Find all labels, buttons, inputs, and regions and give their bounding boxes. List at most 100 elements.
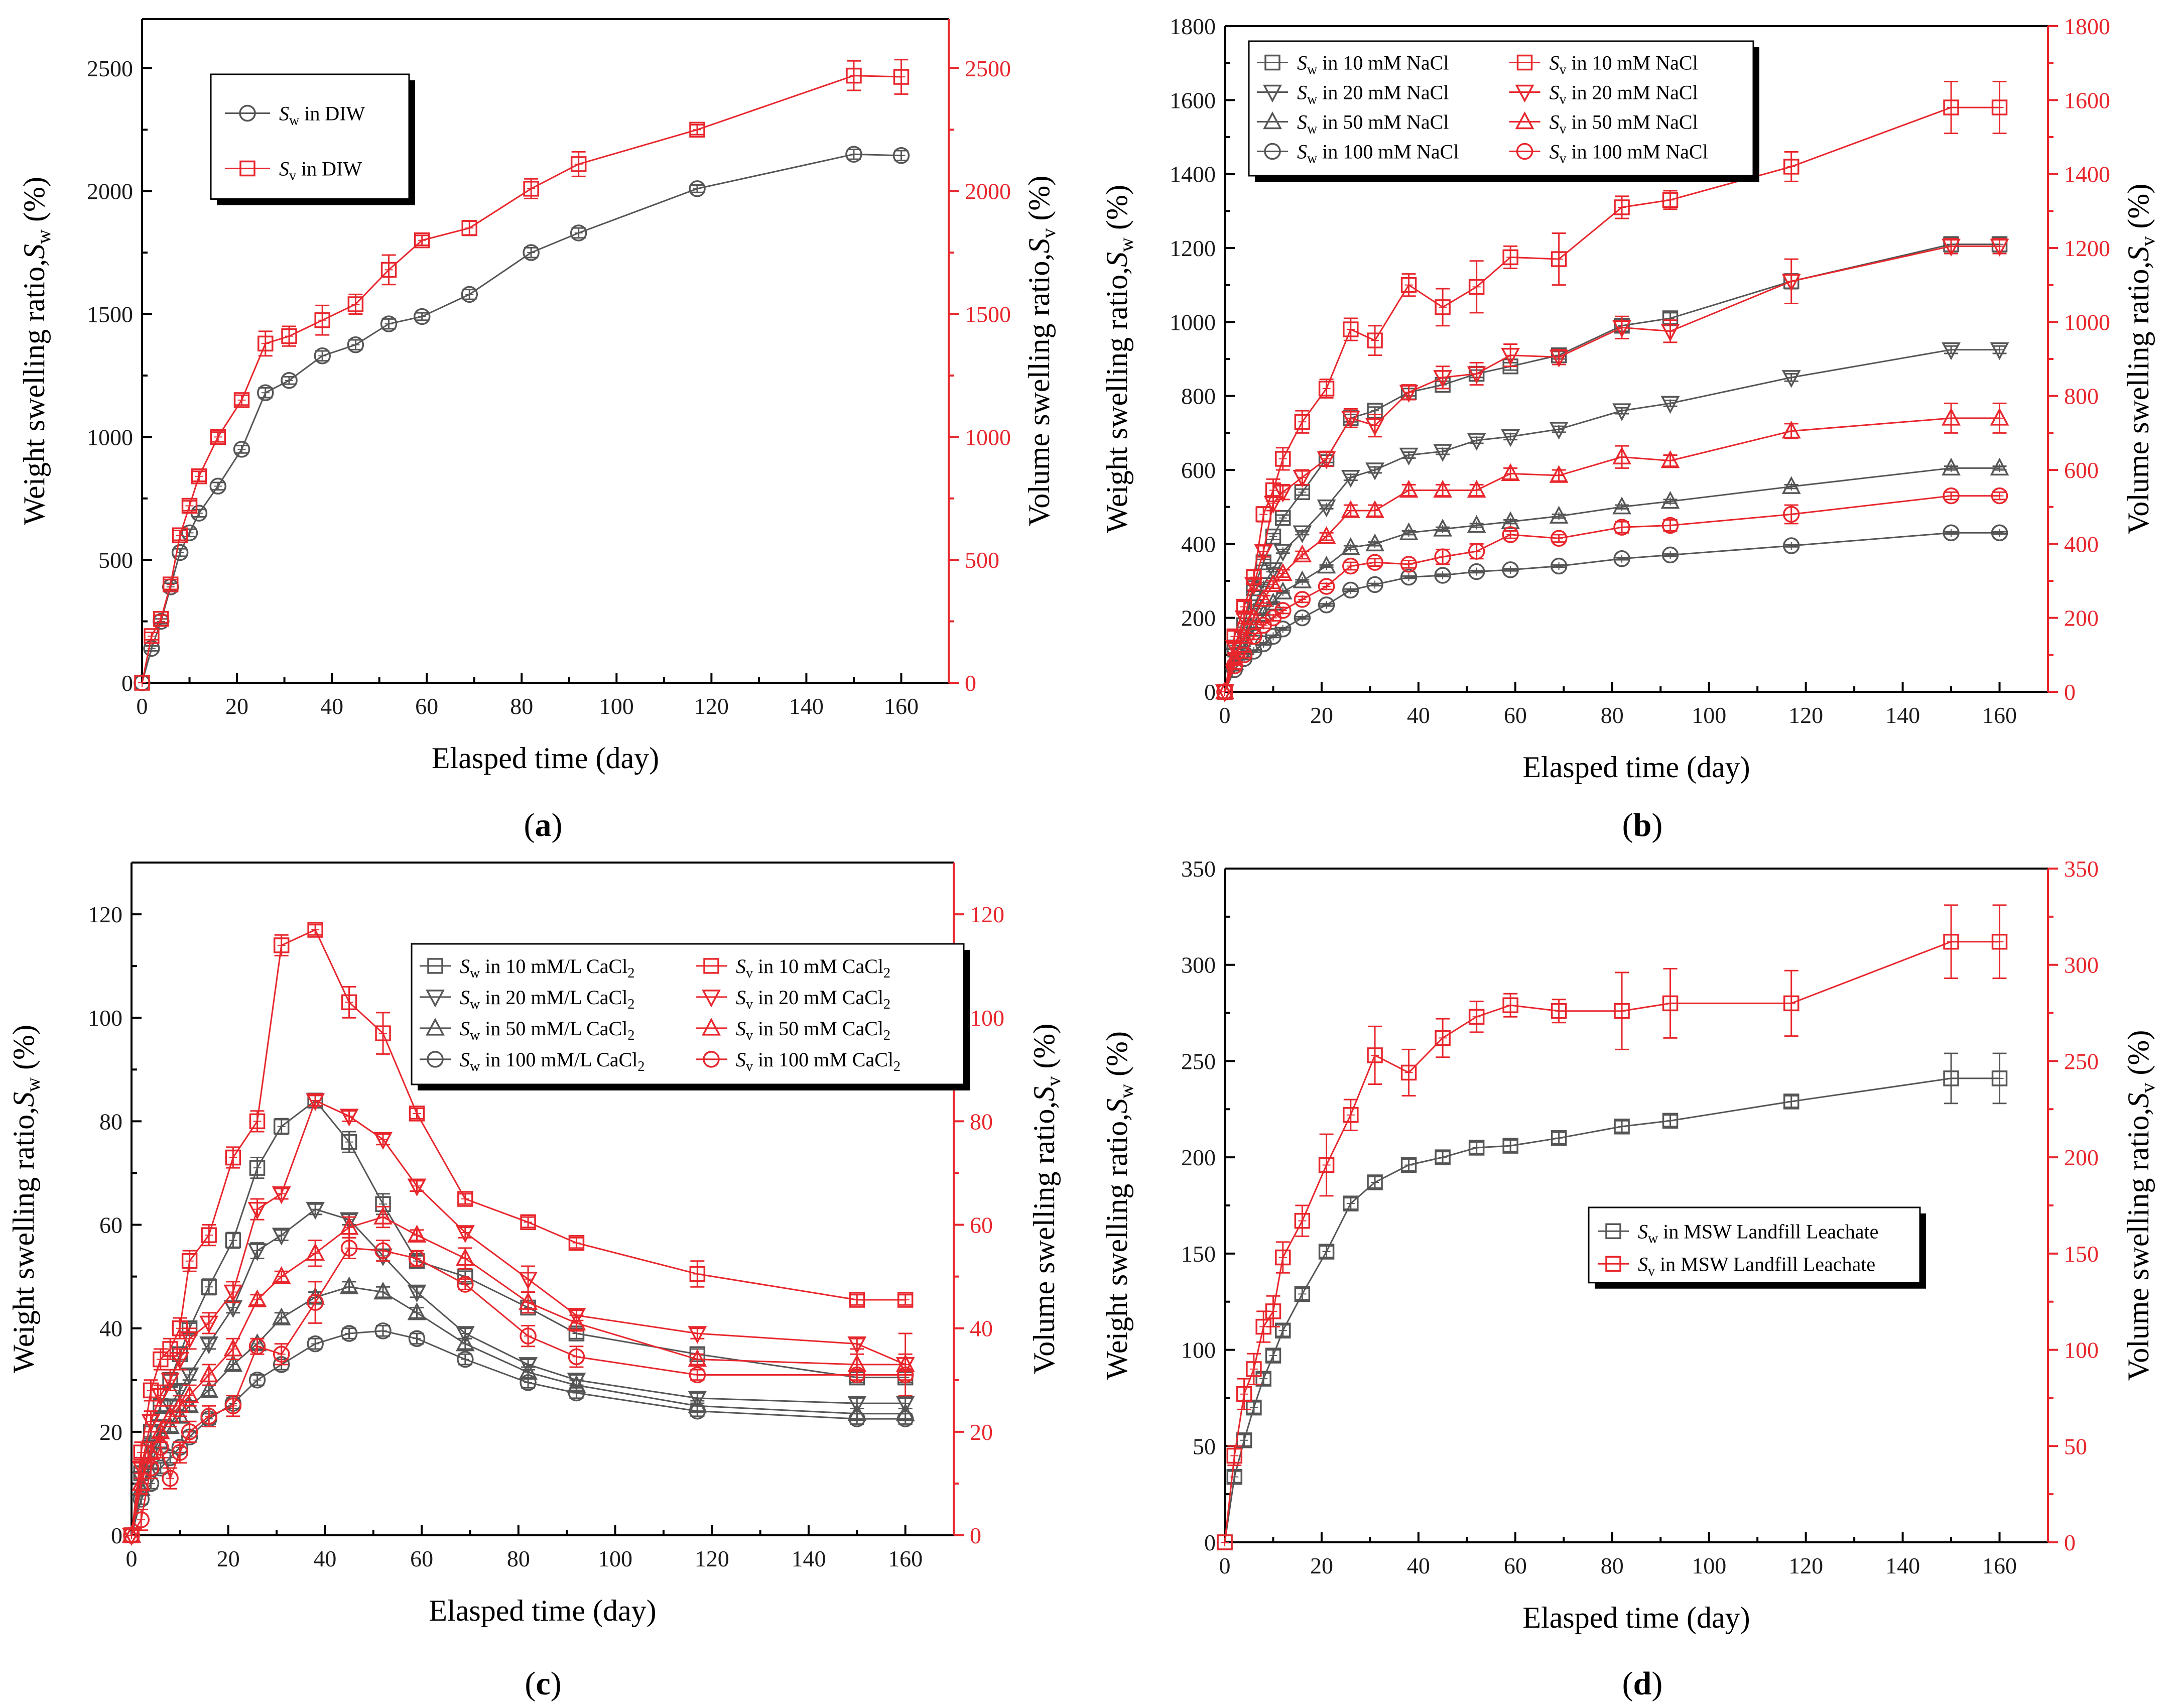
data-point (281, 372, 298, 389)
data-point (847, 1396, 867, 1414)
x-tick-label: 0 (1219, 1553, 1231, 1578)
x-axis-title: Elasped time (day) (1522, 1601, 1750, 1634)
data-point (224, 1397, 242, 1415)
y-tick-label-right: 100 (2064, 1337, 2099, 1363)
panel-d-label: (d) (1622, 1665, 1663, 1702)
data-point (847, 1336, 867, 1355)
series-b-1 (1215, 342, 2009, 702)
data-point (1501, 429, 1520, 447)
x-tick-label: 120 (1788, 1553, 1823, 1578)
x-tick-label: 80 (1601, 702, 1624, 728)
legend-marker (703, 1051, 720, 1068)
data-point (407, 1225, 427, 1243)
y-tick-label-left: 100 (1181, 1337, 1216, 1363)
data-point (570, 224, 587, 241)
data-point (457, 1191, 473, 1207)
data-point (1234, 626, 1254, 644)
series-a-1 (134, 59, 910, 691)
series-line (1224, 245, 2000, 692)
data-point (1501, 463, 1520, 481)
series-c-0 (123, 1092, 914, 1543)
y-tick-label-right: 20 (970, 1419, 993, 1445)
data-point (1244, 599, 1263, 618)
y-tick-label-left: 0 (121, 670, 133, 696)
x-tick-label: 40 (1407, 702, 1430, 728)
legend-box (411, 943, 965, 1085)
x-tick-label: 100 (1692, 1553, 1726, 1578)
legend-item: Sv in 10 mM CaCl2 (696, 955, 890, 981)
series-line (131, 1286, 906, 1536)
data-point (1549, 349, 1569, 368)
x-tick-label: 40 (1407, 1553, 1430, 1578)
x-tick-label: 0 (1219, 702, 1231, 728)
x-tick-label: 160 (1982, 1553, 2017, 1578)
data-point (1660, 491, 1680, 509)
data-point (339, 1109, 359, 1127)
data-point (1365, 418, 1384, 436)
data-point (339, 1212, 359, 1230)
data-point (306, 1093, 325, 1111)
data-point (848, 1410, 866, 1427)
data-point (1255, 1371, 1271, 1387)
data-point (1367, 1047, 1383, 1063)
x-tick-label: 0 (126, 1546, 138, 1571)
data-point (273, 937, 290, 953)
data-point (191, 468, 207, 484)
data-point (408, 1330, 426, 1348)
data-point (1236, 1386, 1252, 1402)
y-tick-label-right: 1200 (2064, 235, 2110, 261)
x-tick-label: 60 (1504, 1553, 1527, 1578)
data-point (896, 1410, 914, 1427)
data-point (1215, 684, 1234, 702)
legend-label: Sv in 100 mM CaCl2 (736, 1048, 901, 1074)
data-point (1265, 1303, 1281, 1319)
data-point (133, 1511, 150, 1528)
data-point (897, 1292, 914, 1308)
legend-d: Sw in MSW Landfill Leachate Sv in MSW Lan… (1588, 1206, 1926, 1289)
data-point (307, 1294, 324, 1311)
data-point (1502, 997, 1518, 1013)
data-point (306, 1201, 325, 1220)
legend-box (210, 73, 410, 200)
legend-item: Sv in DIW (225, 158, 362, 184)
data-point (1435, 299, 1451, 315)
y-tick-label-right: 2000 (965, 179, 1011, 204)
data-point (1613, 550, 1630, 567)
data-point (567, 1373, 586, 1391)
data-point (1399, 522, 1419, 540)
data-point (1781, 420, 1801, 439)
data-point (1990, 342, 2009, 360)
legend-marker (1263, 84, 1282, 103)
legend-label: Sv in 100 mM NaCl (1550, 141, 1708, 167)
y-tick-label-right: 0 (970, 1523, 981, 1548)
data-point (1294, 1212, 1311, 1229)
legend-marker (1263, 111, 1282, 130)
data-point (1549, 422, 1569, 440)
data-point (1294, 591, 1311, 608)
y-tick-label-right: 1400 (2064, 162, 2110, 187)
data-point (307, 922, 323, 938)
data-point (1943, 99, 1959, 115)
x-tick-label: 80 (507, 1546, 530, 1571)
data-point (1943, 933, 1959, 950)
legend-label: Sv in 50 mM CaCl2 (736, 1017, 890, 1043)
data-point (339, 1276, 359, 1294)
data-point (570, 156, 587, 172)
data-point (1468, 543, 1485, 560)
data-point (161, 1373, 180, 1391)
data-point (1612, 403, 1631, 421)
data-point (1294, 1286, 1311, 1302)
data-point (162, 576, 179, 592)
series-b-7 (1216, 487, 2008, 700)
data-point (201, 1279, 217, 1295)
series-line (1224, 532, 2000, 692)
data-point (143, 1382, 159, 1399)
data-point (1317, 555, 1336, 574)
data-point (1502, 1138, 1518, 1154)
data-point (408, 1250, 426, 1267)
data-point (1246, 1361, 1262, 1377)
data-point (1275, 1322, 1291, 1338)
y-tick-label-left: 800 (1181, 384, 1216, 409)
